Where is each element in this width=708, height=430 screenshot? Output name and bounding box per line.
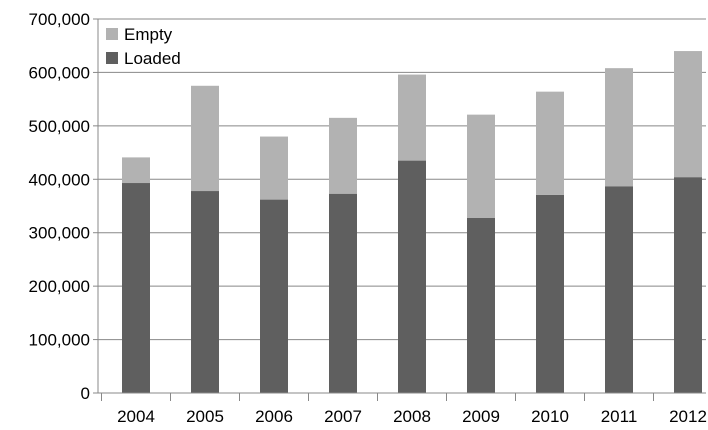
bar-empty-2010 xyxy=(536,91,564,195)
x-tick-label: 2008 xyxy=(393,407,431,426)
x-tick-labels: 2004 2005 2006 2007 2008 2009 2010 2011 2012 xyxy=(117,407,707,426)
bar-empty-2004 xyxy=(122,157,150,184)
legend-swatch-loaded xyxy=(106,52,118,64)
y-tick-labels: 0 100,000 200,000 300,000 400,000 500,000 600,… xyxy=(29,10,90,403)
bar-loaded-2004 xyxy=(122,183,150,393)
x-tick-label: 2011 xyxy=(601,407,638,426)
y-tick-label: 0 xyxy=(81,384,90,403)
legend-label-loaded: Loaded xyxy=(124,49,181,68)
bar-empty-2011 xyxy=(605,68,633,187)
bar-loaded-2009 xyxy=(467,217,495,393)
bar-empty-2006 xyxy=(260,136,288,200)
legend-label-empty: Empty xyxy=(124,25,173,44)
axes xyxy=(93,18,706,401)
y-tick-label: 700,000 xyxy=(29,10,90,29)
x-tick-label: 2010 xyxy=(531,407,569,426)
y-tick-label: 300,000 xyxy=(29,224,90,243)
bar-empty-2005 xyxy=(191,85,219,192)
x-tick-label: 2012 xyxy=(669,407,707,426)
bar-loaded-2011 xyxy=(605,186,633,393)
x-tick-label: 2004 xyxy=(117,407,155,426)
y-tick-label: 400,000 xyxy=(29,170,90,189)
y-tick-label: 200,000 xyxy=(29,277,90,296)
x-tick-label: 2005 xyxy=(186,407,224,426)
y-tick-label: 500,000 xyxy=(29,117,90,136)
bar-loaded-2007 xyxy=(329,193,357,393)
legend-swatch-empty xyxy=(106,28,118,40)
y-tick-label: 100,000 xyxy=(29,331,90,350)
bar-empty-2008 xyxy=(398,74,426,161)
bar-loaded-2005 xyxy=(191,191,219,393)
x-tick-label: 2006 xyxy=(255,407,293,426)
bar-loaded-2010 xyxy=(536,194,564,393)
bar-loaded-2012 xyxy=(674,177,702,393)
bar-empty-2009 xyxy=(467,114,495,218)
legend: Empty Loaded xyxy=(106,25,181,68)
bar-empty-2007 xyxy=(329,117,357,194)
y-tick-label: 600,000 xyxy=(29,63,90,82)
bar-loaded-2008 xyxy=(398,160,426,393)
bars xyxy=(122,51,702,393)
x-tick-label: 2007 xyxy=(324,407,362,426)
bar-empty-2012 xyxy=(674,51,702,178)
x-tick-label: 2009 xyxy=(462,407,500,426)
bar-loaded-2006 xyxy=(260,199,288,393)
